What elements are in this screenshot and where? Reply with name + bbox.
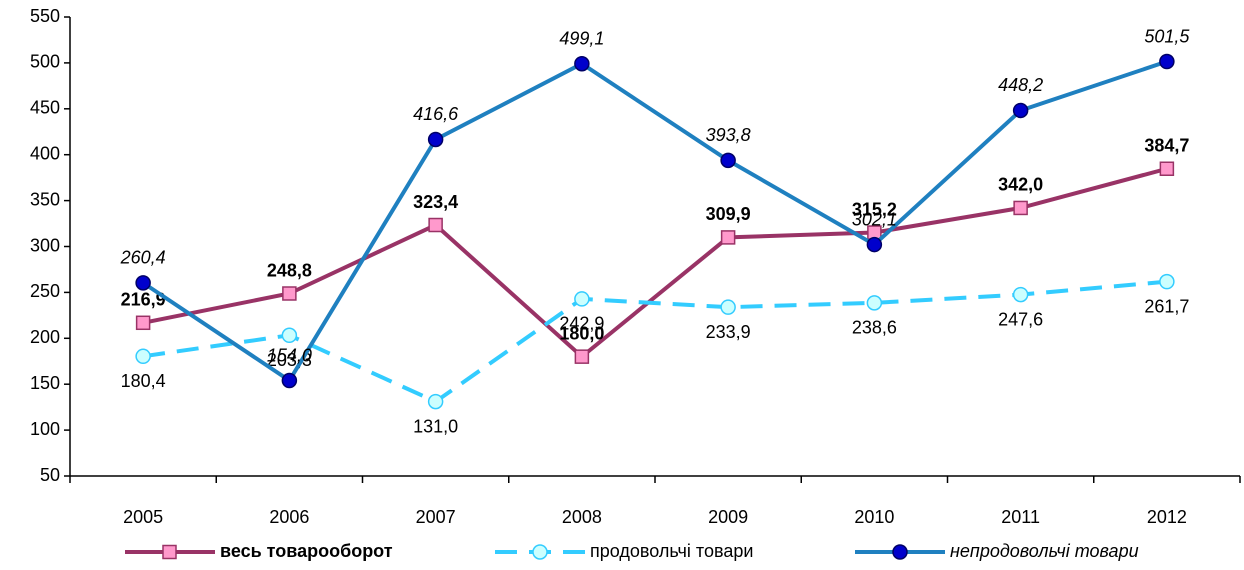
legend-marker <box>532 544 548 560</box>
data-label: 131,0 <box>413 416 458 436</box>
data-label: 302,1 <box>852 209 897 229</box>
marker <box>1012 286 1029 303</box>
marker <box>1159 161 1175 176</box>
legend-label: весь товарооборот <box>220 541 393 561</box>
series-line <box>142 166 1168 360</box>
marker <box>282 286 297 301</box>
y-tick-label: 400 <box>30 143 60 163</box>
y-tick-label: 300 <box>30 235 60 255</box>
x-tick-label: 2010 <box>854 507 894 527</box>
marker <box>1012 102 1029 119</box>
data-label: 342,0 <box>998 175 1043 195</box>
legend-marker <box>162 544 177 560</box>
marker <box>574 291 590 307</box>
data-label: 309,9 <box>706 204 751 224</box>
marker <box>135 348 151 365</box>
marker <box>574 55 590 72</box>
data-label: 247,6 <box>998 309 1043 329</box>
x-tick-label: 2009 <box>708 507 748 527</box>
x-tick-label: 2008 <box>562 507 602 527</box>
x-tick-label: 2012 <box>1147 507 1187 527</box>
data-label: 501,5 <box>1144 26 1190 46</box>
marker <box>866 236 883 253</box>
data-label: 154,0 <box>267 345 312 365</box>
data-label: 499,1 <box>559 28 604 48</box>
marker <box>281 372 298 389</box>
marker <box>720 299 736 315</box>
data-label: 323,4 <box>413 192 458 212</box>
marker <box>135 315 151 331</box>
data-label: 248,8 <box>267 260 312 280</box>
series-line <box>142 59 1168 384</box>
marker <box>1159 273 1175 290</box>
data-label: 315,2 <box>852 199 897 219</box>
marker <box>1159 53 1175 70</box>
data-label: 238,6 <box>852 318 897 338</box>
marker <box>427 131 444 148</box>
y-tick-label: 550 <box>30 6 60 26</box>
x-tick-label: 2007 <box>416 507 456 527</box>
x-tick-label: 2005 <box>123 507 163 527</box>
marker <box>720 230 736 245</box>
marker <box>427 393 444 410</box>
data-label: 384,7 <box>1144 135 1189 155</box>
marker <box>135 275 151 291</box>
legend-label: продовольчі товари <box>590 541 753 561</box>
data-label: 216,9 <box>121 290 166 310</box>
x-tick-label: 2011 <box>1001 507 1040 527</box>
marker <box>1013 200 1028 216</box>
y-tick-label: 350 <box>30 189 60 209</box>
data-label: 180,0 <box>559 323 604 343</box>
legend-label: непродовольчі товари <box>950 541 1139 561</box>
y-tick-label: 500 <box>30 52 60 72</box>
y-tick-label: 200 <box>30 327 60 347</box>
marker <box>866 295 883 311</box>
y-tick-label: 150 <box>30 373 60 393</box>
data-label: 416,6 <box>413 104 459 124</box>
y-tick-label: 450 <box>30 98 60 118</box>
y-tick-label: 250 <box>30 281 60 301</box>
data-label: 260,4 <box>120 248 166 268</box>
y-tick-label: 50 <box>40 465 60 485</box>
marker <box>720 152 736 169</box>
marker <box>574 349 590 364</box>
data-label: 261,7 <box>1144 296 1189 316</box>
data-label: 242,9 <box>559 314 604 334</box>
x-tick-label: 2006 <box>269 507 309 527</box>
y-tick-label: 100 <box>30 419 60 439</box>
marker <box>281 327 298 344</box>
data-label: 393,8 <box>706 125 751 145</box>
data-label: 233,9 <box>706 322 751 342</box>
data-label: 180,4 <box>121 371 166 391</box>
series-line <box>142 279 1168 404</box>
data-label: 448,2 <box>998 75 1043 95</box>
legend-marker <box>892 544 908 560</box>
marker <box>428 217 443 233</box>
